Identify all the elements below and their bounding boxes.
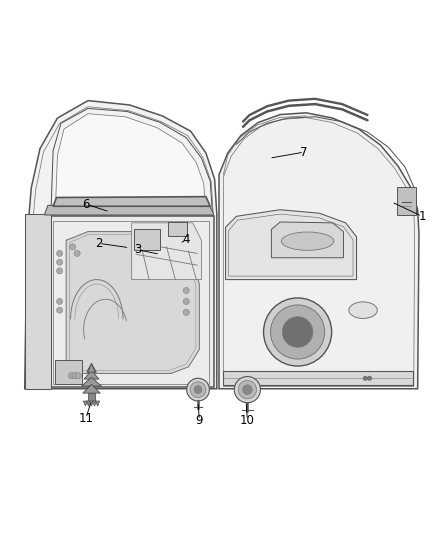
Circle shape: [72, 373, 78, 379]
Text: 9: 9: [196, 414, 203, 427]
Circle shape: [57, 307, 63, 313]
Polygon shape: [89, 401, 94, 406]
Polygon shape: [25, 214, 51, 389]
Circle shape: [271, 305, 325, 359]
Circle shape: [57, 268, 63, 274]
Circle shape: [283, 317, 313, 348]
Text: 3: 3: [134, 244, 142, 256]
Polygon shape: [84, 370, 99, 379]
Polygon shape: [83, 401, 88, 406]
Circle shape: [243, 385, 252, 394]
Circle shape: [187, 378, 209, 401]
Text: 4: 4: [183, 233, 190, 246]
Circle shape: [74, 251, 80, 256]
Polygon shape: [272, 222, 343, 258]
Circle shape: [194, 386, 202, 393]
FancyBboxPatch shape: [134, 229, 160, 250]
Polygon shape: [87, 364, 96, 372]
Polygon shape: [44, 203, 213, 215]
Circle shape: [234, 376, 261, 403]
Circle shape: [183, 309, 189, 316]
Circle shape: [183, 287, 189, 294]
Circle shape: [190, 382, 206, 398]
Polygon shape: [66, 231, 199, 374]
Polygon shape: [219, 113, 419, 389]
Circle shape: [57, 251, 63, 256]
Circle shape: [264, 298, 332, 366]
Text: 1: 1: [418, 210, 426, 223]
Circle shape: [68, 373, 74, 379]
Polygon shape: [132, 223, 201, 280]
Circle shape: [70, 244, 76, 250]
Polygon shape: [53, 197, 210, 206]
FancyBboxPatch shape: [397, 187, 416, 215]
Polygon shape: [49, 216, 214, 386]
Circle shape: [57, 298, 63, 304]
Text: 11: 11: [78, 412, 93, 425]
Circle shape: [238, 381, 257, 399]
Polygon shape: [92, 401, 97, 406]
Text: 6: 6: [82, 198, 90, 211]
Text: 7: 7: [300, 146, 308, 159]
Circle shape: [367, 376, 372, 381]
Polygon shape: [83, 384, 100, 393]
Bar: [88, 393, 95, 401]
Circle shape: [363, 376, 367, 381]
Polygon shape: [95, 401, 100, 406]
Polygon shape: [25, 101, 217, 389]
Polygon shape: [88, 364, 95, 372]
Circle shape: [75, 373, 81, 379]
Polygon shape: [55, 114, 206, 212]
Ellipse shape: [349, 302, 377, 318]
Circle shape: [57, 259, 63, 265]
Text: 10: 10: [240, 414, 255, 427]
Circle shape: [183, 298, 189, 304]
Polygon shape: [86, 401, 91, 406]
Polygon shape: [223, 372, 413, 385]
Polygon shape: [226, 210, 357, 280]
Text: 2: 2: [95, 237, 102, 250]
FancyBboxPatch shape: [168, 222, 187, 236]
FancyBboxPatch shape: [55, 360, 82, 384]
Ellipse shape: [282, 232, 334, 251]
Polygon shape: [81, 377, 102, 386]
